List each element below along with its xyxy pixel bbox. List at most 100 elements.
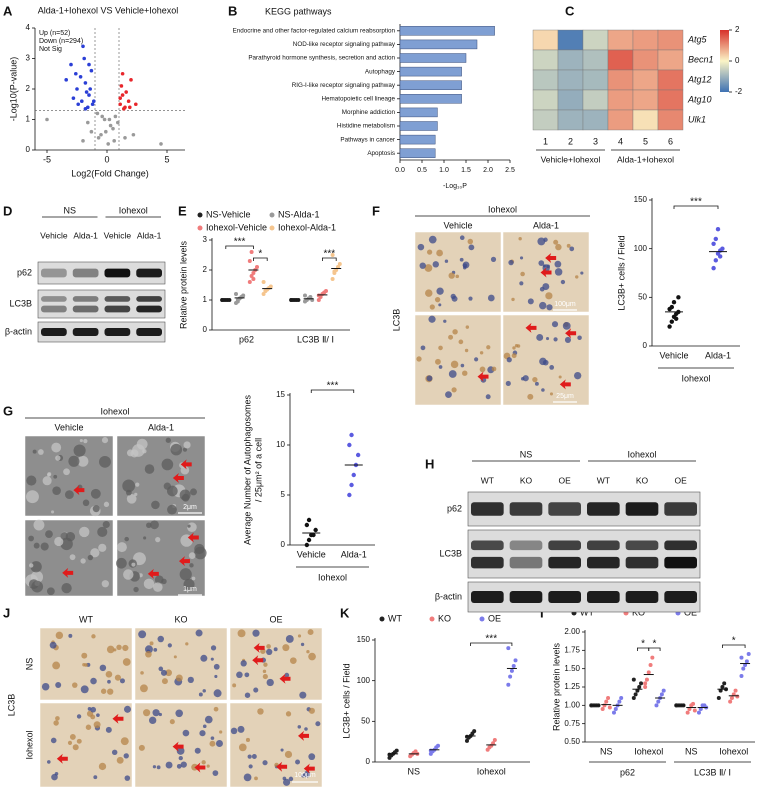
point (491, 741, 496, 746)
x-tick-label: -5 (43, 154, 51, 164)
blot-band (664, 540, 697, 551)
point (120, 93, 125, 97)
nucleus (51, 773, 58, 781)
point (648, 663, 653, 667)
micrograph (414, 314, 502, 406)
nucleus (273, 647, 278, 652)
group-label: Iohexol (488, 204, 517, 214)
heatmap-cell (582, 69, 609, 91)
blot-band (625, 502, 659, 516)
nucleus (490, 256, 497, 262)
nucleus (266, 678, 274, 687)
nucleus (569, 246, 575, 252)
nucleus (200, 654, 208, 662)
organelle (103, 501, 110, 507)
point (113, 114, 118, 119)
y-tick-label: 0.75 (564, 719, 580, 728)
scale-bar-label: 100μm (554, 301, 576, 308)
row-label: LC3B (9, 298, 32, 308)
legend-marker (379, 616, 385, 622)
y-tick-label: 50 (638, 292, 647, 301)
point (313, 527, 318, 533)
point (241, 293, 246, 298)
organelle (143, 536, 147, 540)
point (64, 78, 68, 82)
nucleus (580, 271, 584, 275)
point (722, 681, 727, 686)
blot-strip (467, 491, 701, 527)
y-tick-label: 10 (276, 440, 285, 449)
blot-strip (37, 321, 166, 343)
point (304, 542, 310, 548)
arrow (172, 473, 184, 484)
point (99, 132, 103, 137)
legend-label: Iohexol-Vehicle (206, 222, 267, 232)
organelle (161, 458, 174, 471)
significance-label: * (652, 639, 656, 650)
colorbar-tick-label: 2 (735, 25, 740, 34)
organelle (47, 472, 51, 477)
y-tick-label: 3 (203, 235, 208, 244)
organelle (51, 442, 62, 453)
point (631, 696, 636, 700)
nucleus (300, 642, 305, 647)
nucleus (282, 644, 290, 652)
point (330, 253, 335, 257)
organelle (42, 476, 52, 486)
group-label: Iohexol (318, 572, 347, 582)
heatmap-cell (532, 49, 559, 71)
row-label: Iohexol (24, 730, 34, 759)
nucleus (519, 281, 524, 286)
nucleus (199, 730, 206, 737)
nucleus (90, 677, 97, 685)
nucleus (432, 261, 439, 268)
heatmap-cell (632, 29, 659, 51)
point (355, 452, 361, 458)
y-tick-label: Autophagy (365, 68, 396, 75)
nucleus (158, 712, 162, 717)
point (84, 90, 89, 94)
organelle (183, 441, 191, 449)
nucleus (122, 644, 129, 652)
point (674, 316, 679, 321)
colorbar (720, 30, 729, 92)
nucleus (213, 663, 220, 670)
micrograph (134, 627, 228, 701)
organelle (189, 563, 194, 568)
point (123, 136, 127, 140)
point (316, 293, 321, 298)
nucleus (549, 365, 555, 370)
blot-band (471, 591, 504, 603)
nucleus (41, 682, 50, 691)
point (617, 699, 622, 704)
nucleus (553, 337, 558, 342)
nucleus (512, 346, 516, 350)
nucleus (251, 754, 257, 759)
nucleus (262, 669, 267, 674)
organelle (99, 455, 111, 468)
point (235, 299, 240, 304)
nucleus (467, 238, 474, 245)
organelle (45, 530, 53, 539)
blot-band (136, 268, 162, 278)
nucleus (448, 272, 455, 279)
nucleus (448, 334, 454, 340)
arrow (298, 730, 310, 741)
row-label: Atg12 (687, 74, 712, 84)
blot-band (587, 591, 620, 603)
heatmap-cell (657, 69, 684, 91)
legend-label: OE (488, 613, 501, 623)
nucleus (428, 315, 436, 323)
point (347, 492, 352, 498)
point (739, 655, 744, 660)
point (720, 246, 725, 251)
nucleus (516, 344, 521, 348)
nucleus (575, 275, 579, 279)
lane-label: Vehicle (104, 230, 132, 240)
y-tick-label: 5 (281, 490, 286, 499)
nucleus (438, 303, 442, 307)
organelle (126, 493, 137, 504)
y-tick-label: 1.00 (564, 700, 580, 709)
blot-band (509, 556, 543, 569)
y-tick-label: 2 (26, 84, 31, 93)
